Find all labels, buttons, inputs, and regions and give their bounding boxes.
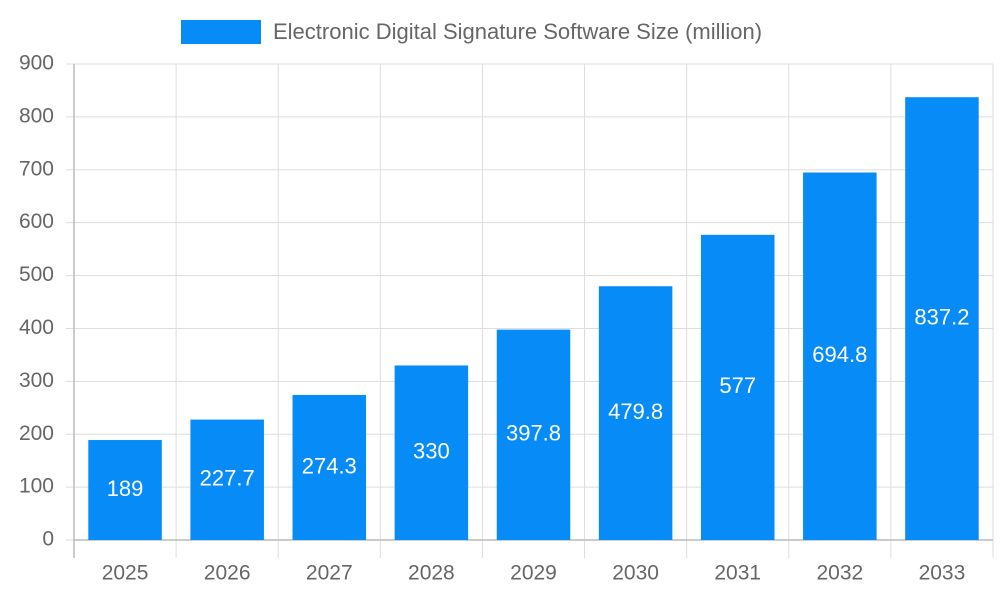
bar	[803, 172, 877, 540]
y-tick-label: 700	[19, 157, 54, 180]
x-tick-label: 2032	[816, 562, 863, 585]
x-tick-label: 2030	[612, 562, 659, 585]
bar-value-label: 227.7	[200, 466, 255, 491]
bar-value-label: 397.8	[506, 421, 561, 446]
bar-value-label: 189	[107, 476, 144, 501]
bar-value-label: 837.2	[914, 304, 969, 329]
x-tick-label: 2026	[204, 562, 251, 585]
bar-value-label: 330	[413, 439, 450, 464]
bar	[496, 329, 571, 540]
y-tick-label: 0	[42, 528, 54, 551]
y-tick-label: 900	[19, 52, 54, 75]
y-tick-label: 800	[19, 104, 54, 127]
bar	[598, 286, 673, 540]
legend-label: Electronic Digital Signature Software Si…	[273, 19, 762, 44]
bar	[700, 234, 775, 540]
x-tick-label: 2029	[510, 562, 557, 585]
x-tick-label: 2025	[102, 562, 149, 585]
bar-value-label: 577	[719, 373, 756, 398]
bar	[292, 394, 367, 540]
y-tick-label: 100	[19, 475, 54, 498]
y-tick-label: 400	[19, 316, 54, 339]
legend-swatch	[181, 20, 261, 44]
x-tick-label: 2031	[714, 562, 761, 585]
bar	[905, 97, 979, 540]
y-tick-label: 600	[19, 210, 54, 233]
y-tick-label: 300	[19, 369, 54, 392]
x-tick-label: 2027	[306, 562, 353, 585]
x-tick-label: 2028	[408, 562, 455, 585]
bar-value-label: 479.8	[608, 399, 663, 424]
bar	[190, 419, 264, 540]
bar-value-label: 274.3	[302, 453, 357, 478]
bar	[394, 365, 469, 540]
bar-value-label: 694.8	[812, 342, 867, 367]
y-tick-label: 200	[19, 422, 54, 445]
x-tick-label: 2033	[919, 562, 966, 585]
y-tick-label: 500	[19, 263, 54, 286]
bar	[88, 440, 162, 540]
